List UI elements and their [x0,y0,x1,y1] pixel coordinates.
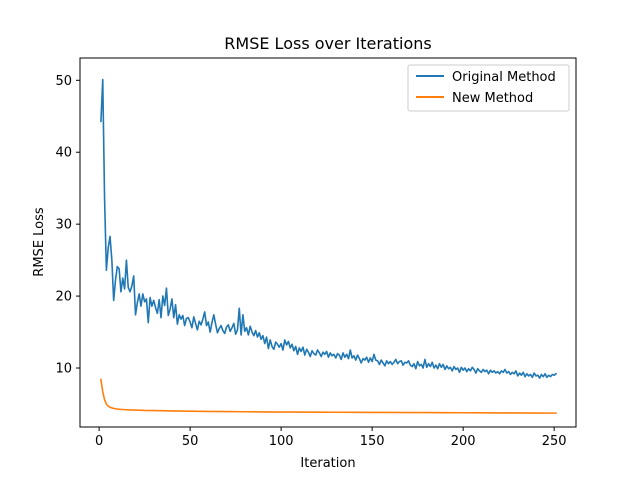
y-axis-label: RMSE Loss [32,207,47,277]
series-line-new-method [100,378,557,414]
plot-background [80,58,576,427]
chart-title: RMSE Loss over Iterations [224,34,431,53]
x-axis: 0 50 100 150 200 250 [95,427,567,449]
legend-label-new-method: New Method [452,91,533,106]
y-tick-label: 10 [55,362,72,377]
y-tick-label: 50 [55,74,72,89]
legend-label-original-method: Original Method [452,70,556,85]
x-tick-label: 100 [269,434,294,449]
x-tick-label: 0 [95,434,103,449]
plot-area [79,57,577,428]
x-tick-label: 250 [542,434,567,449]
x-axis-label: Iteration [300,456,355,471]
series-line-original-method [100,78,558,379]
x-tick-label: 150 [360,434,385,449]
y-tick-label: 20 [55,290,72,305]
axes-frame [79,57,577,428]
y-tick-label: 40 [55,146,72,161]
series-layer [100,78,558,414]
legend-box [407,64,570,112]
y-tick-label: 30 [55,218,72,233]
legend: Original Method New Method [407,64,570,112]
x-tick-label: 200 [451,434,476,449]
x-tick-label: 50 [182,434,199,449]
y-axis: 10 20 30 40 50 [55,74,80,377]
